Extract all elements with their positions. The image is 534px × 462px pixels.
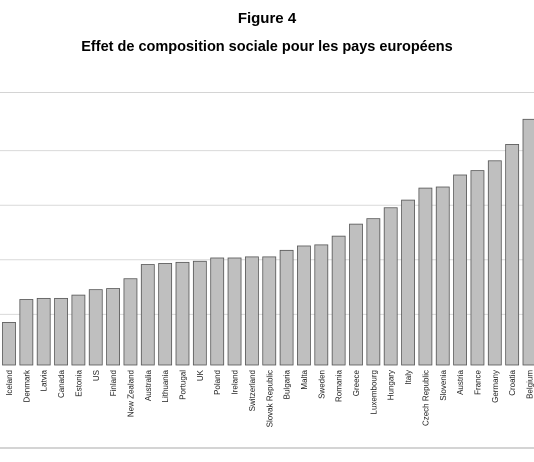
bar-latvia (36, 297, 51, 366)
bar-poland (210, 257, 225, 366)
bar-australia (140, 264, 155, 366)
category-label: Sweden (317, 370, 326, 399)
bar-greece (349, 223, 363, 366)
category-label: Malta (300, 369, 309, 389)
bar-new-zealand (123, 278, 138, 366)
category-label: Finland (109, 370, 118, 396)
bar-switzerland (244, 256, 259, 366)
category-label: Slovenia (439, 369, 448, 400)
bar-czech-republic (418, 187, 433, 366)
bar-slovak-republic (262, 256, 277, 366)
category-label: Austria (456, 369, 465, 394)
category-label: Germany (491, 370, 500, 403)
bar-iceland (2, 322, 16, 366)
category-label: Belgium (526, 370, 534, 399)
bar-hungary (383, 207, 398, 366)
figure-title: Effet de composition sociale pour les pa… (81, 39, 453, 55)
bar-chart: Iceland Denmark Latvia Canada Estonia US Finla… (0, 92, 534, 449)
category-label: Poland (213, 370, 222, 395)
bar-slovenia (435, 186, 450, 366)
bar-sweden (314, 244, 329, 366)
bar-ireland (227, 257, 242, 366)
bar-uk (192, 260, 207, 366)
category-label: Slovak Republic (265, 370, 274, 427)
category-label: Canada (57, 369, 66, 398)
category-label: US (92, 370, 101, 381)
category-label: Greece (352, 369, 361, 396)
bar-us (88, 289, 103, 366)
category-label: Luxembourg (369, 370, 378, 414)
category-label: Portugal (179, 370, 188, 400)
bar-bulgaria (279, 249, 294, 366)
category-label: UK (196, 369, 205, 381)
category-label: Iceland (5, 370, 14, 396)
bar-denmark (19, 299, 34, 366)
category-label: Australia (144, 369, 153, 401)
category-label: France (473, 369, 482, 394)
category-label: Estonia (74, 369, 83, 396)
category-label: Czech Republic (421, 370, 430, 426)
bar-finland (106, 288, 120, 366)
category-label: Denmark (22, 369, 31, 402)
category-labels: Iceland Denmark Latvia Canada Estonia US Finla… (5, 369, 534, 427)
category-label: Croatia (508, 369, 517, 395)
bar-canada (54, 297, 68, 366)
bar-france (470, 170, 485, 366)
bar-romania (331, 235, 346, 366)
bar-germany (487, 160, 502, 366)
category-label: Romania (335, 369, 344, 402)
category-label: Bulgaria (283, 369, 292, 399)
bars (2, 118, 534, 366)
bar-belgium (522, 118, 534, 366)
bar-italy (401, 199, 415, 366)
category-label: New Zealand (126, 370, 135, 417)
category-label: Lithuania (161, 369, 170, 402)
category-label: Latvia (40, 369, 49, 391)
bar-lithuania (158, 263, 173, 366)
category-label: Hungary (387, 370, 396, 400)
category-label: Switzerland (248, 370, 257, 411)
category-label: Ireland (231, 370, 240, 394)
bar-croatia (505, 144, 520, 366)
bar-portugal (175, 261, 190, 366)
bar-austria (453, 174, 468, 366)
figure-number: Figure 4 (237, 10, 297, 27)
bar-malta (297, 245, 311, 366)
bar-estonia (71, 294, 86, 366)
bar-luxembourg (366, 218, 381, 366)
category-label: Italy (404, 370, 413, 385)
